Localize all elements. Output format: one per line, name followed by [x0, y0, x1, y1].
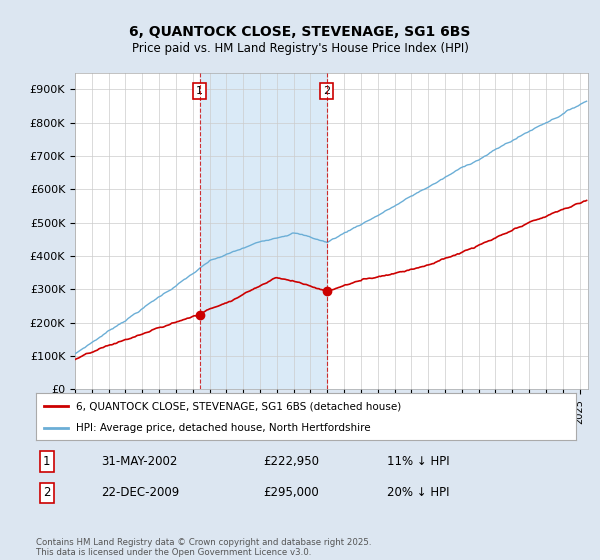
Text: Price paid vs. HM Land Registry's House Price Index (HPI): Price paid vs. HM Land Registry's House …	[131, 42, 469, 55]
Text: £222,950: £222,950	[263, 455, 319, 468]
Text: 1: 1	[196, 86, 203, 96]
Text: 31-MAY-2002: 31-MAY-2002	[101, 455, 177, 468]
Bar	[200, 73, 327, 389]
Text: 2: 2	[43, 486, 50, 500]
Text: 1: 1	[43, 455, 50, 468]
Text: 6, QUANTOCK CLOSE, STEVENAGE, SG1 6BS (detached house): 6, QUANTOCK CLOSE, STEVENAGE, SG1 6BS (d…	[77, 401, 402, 411]
Text: 20% ↓ HPI: 20% ↓ HPI	[387, 486, 449, 500]
Text: 22-DEC-2009: 22-DEC-2009	[101, 486, 179, 500]
Text: 2: 2	[323, 86, 331, 96]
Text: Contains HM Land Registry data © Crown copyright and database right 2025.
This d: Contains HM Land Registry data © Crown c…	[36, 538, 371, 557]
Text: £295,000: £295,000	[263, 486, 319, 500]
Text: HPI: Average price, detached house, North Hertfordshire: HPI: Average price, detached house, Nort…	[77, 423, 371, 433]
Text: 11% ↓ HPI: 11% ↓ HPI	[387, 455, 449, 468]
Text: 6, QUANTOCK CLOSE, STEVENAGE, SG1 6BS: 6, QUANTOCK CLOSE, STEVENAGE, SG1 6BS	[130, 25, 470, 39]
